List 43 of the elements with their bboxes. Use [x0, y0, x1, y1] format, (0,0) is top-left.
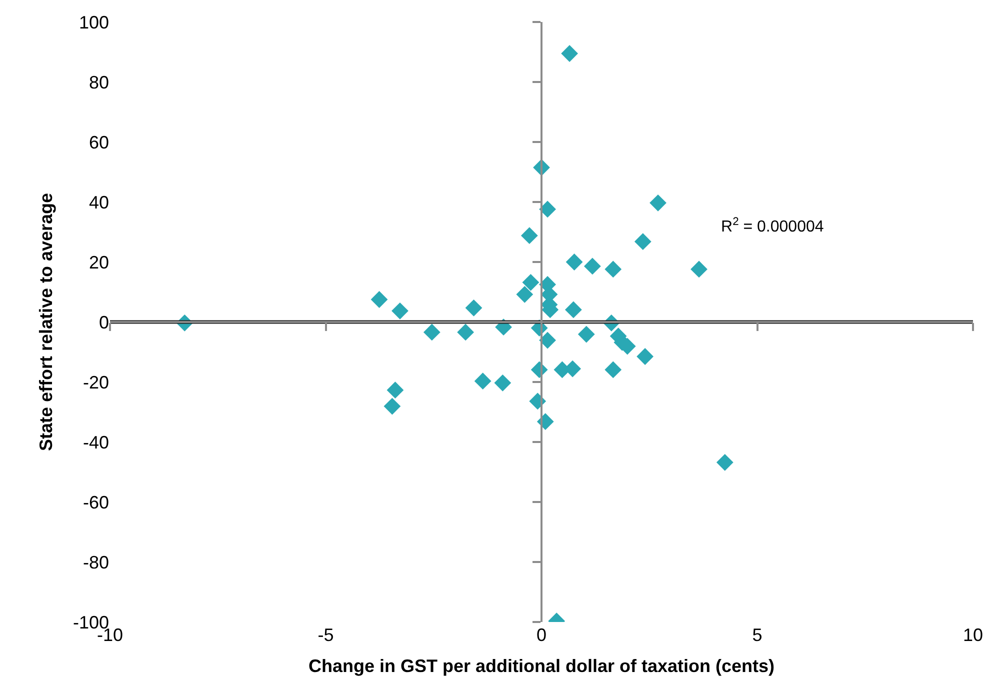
x-tick-label: 5	[752, 625, 762, 645]
point	[650, 194, 666, 212]
x-tick-label: 10	[962, 625, 984, 645]
x-tick-label: 0	[536, 625, 547, 645]
point	[604, 361, 622, 378]
point	[690, 260, 708, 278]
point	[392, 302, 408, 320]
point	[566, 254, 583, 270]
point	[384, 398, 401, 415]
point	[539, 200, 556, 218]
y-tick-label: -40	[82, 432, 109, 452]
point	[423, 324, 440, 341]
point	[370, 291, 388, 308]
point	[457, 324, 474, 341]
point	[520, 227, 538, 244]
y-tick-label: 40	[88, 192, 109, 212]
point	[539, 332, 556, 349]
y-tick-label: -60	[82, 492, 109, 512]
point	[465, 299, 482, 316]
y-tick-label: 100	[78, 12, 109, 32]
x-tick-label: -5	[318, 625, 334, 645]
y-tick-label: 60	[88, 132, 109, 152]
x-axis-title: Change in GST per additional dollar of taxation (cents)	[308, 656, 775, 676]
annotation: R$^{2}$ = 0.000004	[721, 216, 824, 236]
point	[578, 326, 595, 343]
y-tick-label: 20	[88, 252, 109, 272]
y-tick-label: 0	[98, 312, 109, 332]
y-tick-label: -80	[82, 552, 109, 572]
point	[636, 348, 654, 365]
point	[716, 454, 734, 471]
point	[516, 286, 534, 303]
point	[634, 233, 652, 250]
point	[604, 260, 622, 278]
y-axis-title: State effort relative to average	[36, 192, 56, 452]
point	[386, 382, 404, 399]
point	[561, 45, 578, 62]
point	[494, 374, 512, 392]
point	[564, 301, 582, 318]
y-tick-label: -20	[82, 372, 109, 392]
point	[474, 372, 492, 390]
y-tick-label: 80	[88, 72, 109, 92]
point	[522, 274, 540, 291]
point	[584, 258, 601, 275]
